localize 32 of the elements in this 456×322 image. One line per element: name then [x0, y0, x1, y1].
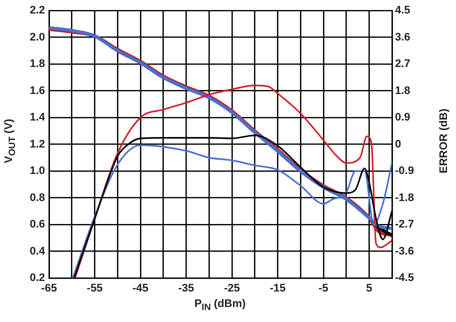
x-tick-label: -25	[224, 282, 240, 295]
y2-tick-label: 3.6	[395, 31, 410, 44]
y-tick-label: 0.6	[30, 218, 45, 231]
x-tick-label: -15	[270, 282, 286, 295]
x-axis-title: P$_{IN}$ (dBm)	[194, 298, 246, 312]
y-tick-label: 0.8	[30, 192, 45, 204]
y-tick-label: 2.0	[30, 31, 45, 44]
y2-tick-label: 0.9	[395, 112, 410, 124]
y2-tick-label: -3.6	[395, 245, 414, 258]
y2-tick-label: 1.8	[395, 84, 410, 97]
y-tick-label: 2.2	[30, 4, 45, 17]
y-tick-label: 1.0	[30, 165, 45, 178]
y2-tick-label: -0.9	[395, 165, 414, 178]
x-tick-label: -55	[86, 282, 103, 295]
x-tick-label: -65	[41, 282, 57, 295]
y2-axis-title: ERROR (dB)	[438, 108, 450, 174]
y2-tick-label: 0	[395, 138, 402, 150]
y2-tick-label: -1.8	[395, 192, 414, 204]
x-tick-label: -45	[132, 282, 148, 295]
x-tick-label: -35	[178, 282, 194, 295]
y-tick-label: 0.4	[30, 245, 46, 258]
y2-tick-label: 2.7	[395, 58, 410, 70]
y-tick-label: 1.4	[30, 112, 46, 124]
y-tick-label: 0.2	[30, 272, 45, 284]
x-tick-label: 5	[366, 282, 372, 295]
y2-tick-label: -2.7	[395, 218, 414, 231]
y-tick-label: 1.2	[30, 138, 45, 150]
y2-tick-label: 4.5	[395, 4, 410, 17]
y-tick-label: 1.6	[30, 84, 45, 97]
x-tick-label: -5	[318, 282, 328, 295]
y-tick-label: 1.8	[30, 58, 45, 70]
y2-tick-label: -4.5	[395, 272, 414, 284]
